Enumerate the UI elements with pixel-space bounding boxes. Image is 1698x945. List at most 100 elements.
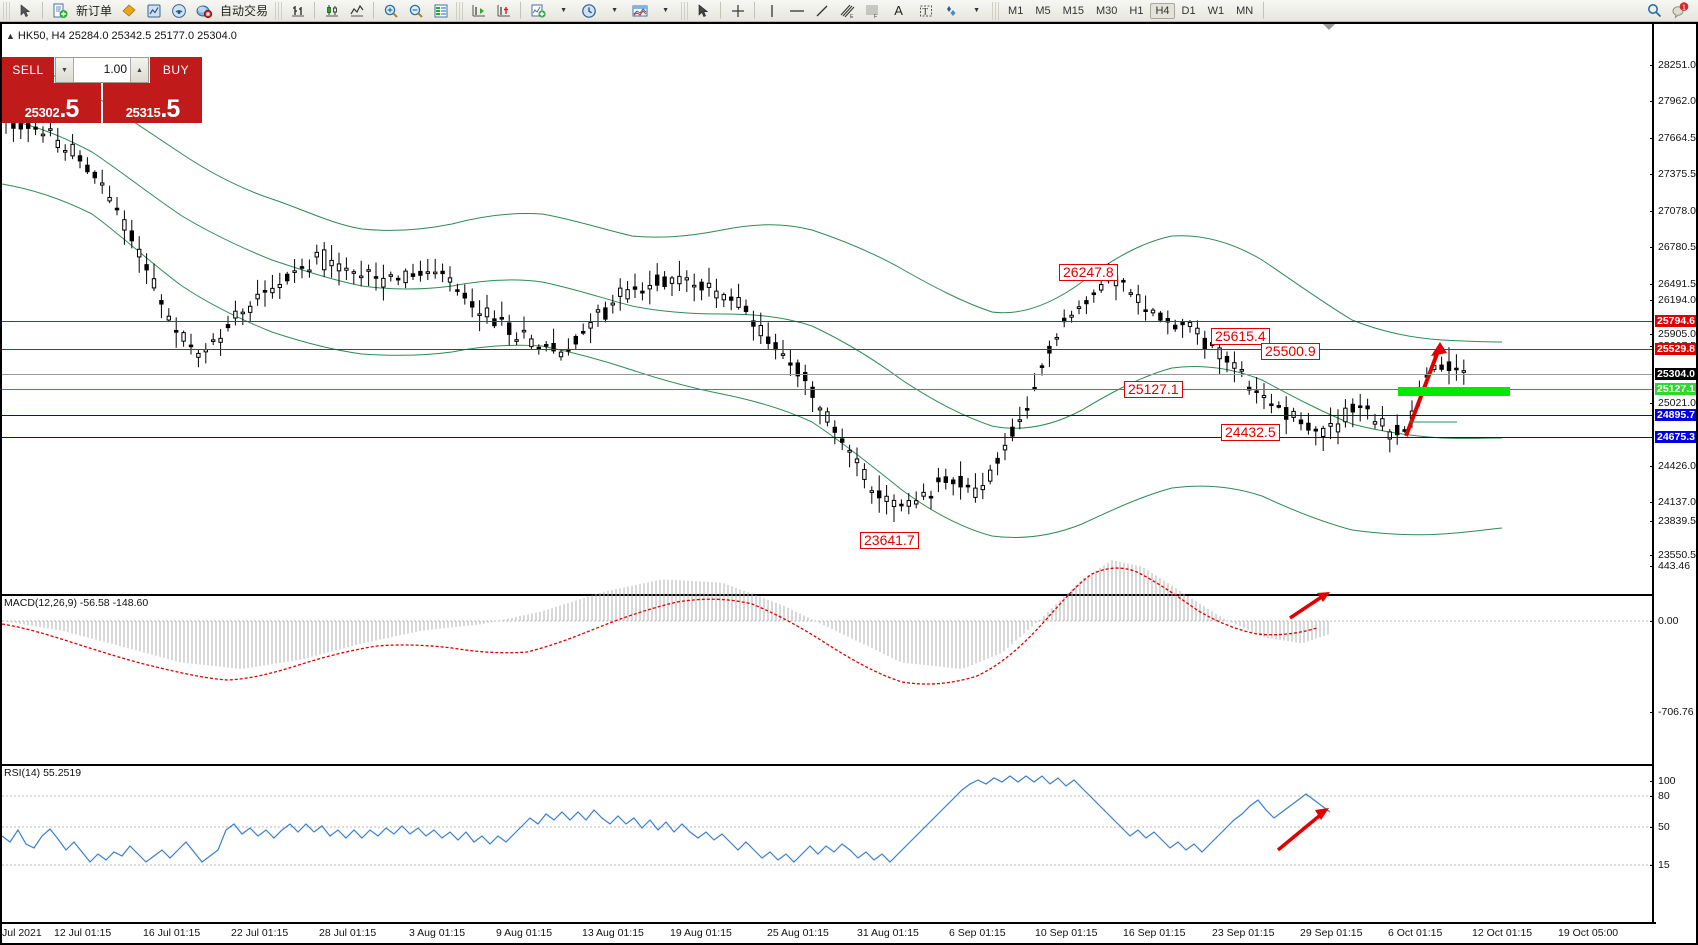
notification-icon[interactable]: 1 [1667,1,1692,21]
candle-body [122,219,127,231]
sell-button[interactable]: SELL [2,57,54,83]
price-axis[interactable]: 28251.0 27962.0 27664.5 27375.5 27078.0 26780… [1650,24,1696,922]
horizontal-level-line[interactable] [2,389,1656,390]
chart-scroll-caret-icon[interactable] [1323,24,1335,30]
tab-timeframe-m15[interactable]: M15 [1062,4,1084,17]
toolbar-grip-2[interactable] [275,1,283,20]
add-indicator-icon[interactable] [525,1,550,21]
toolbar-grip-3[interactable] [456,1,464,20]
search-icon[interactable] [1642,1,1667,21]
bar-chart-icon[interactable] [285,1,310,21]
tab-timeframe-mn[interactable]: MN [1236,4,1254,17]
price-axis-tick [1650,65,1654,66]
horizontal-level-line[interactable] [2,321,1656,322]
period-clock-icon[interactable] [576,1,601,21]
candle-body [1358,405,1363,409]
candle-body [936,477,941,483]
price-annotation-label[interactable]: 24432.5 [1221,424,1280,441]
horizontal-level-line[interactable] [2,415,1656,416]
data-window-icon[interactable] [428,1,453,21]
fibonacci-icon[interactable]: F [859,1,884,21]
new-order-label[interactable]: 新订单 [76,4,113,18]
price-level-badge[interactable]: 24895.7 [1655,409,1696,421]
one-click-trading-panel[interactable]: SELL ▼ 1.00 ▲ BUY 25302.5 25315.5 [2,57,202,123]
horizontal-level-line[interactable] [2,374,1656,375]
time-axis[interactable]: Jul 2021 12 Jul 01:15 16 Jul 01:15 22 Jul 0… [2,922,1656,943]
trendline-icon[interactable] [809,1,834,21]
text-label-icon[interactable]: T [913,1,938,21]
zoom-out-icon[interactable] [403,1,428,21]
candle-body [706,282,712,288]
candle-body [484,307,490,318]
tab-timeframe-h4[interactable]: H4 [1150,2,1175,19]
candle-body [699,281,704,291]
horizontal-line-icon[interactable] [784,1,809,21]
new-order-icon[interactable] [47,1,72,21]
diamond-icon[interactable] [116,1,141,21]
price-annotation-label[interactable]: 23641.7 [860,532,919,549]
tab-timeframe-m1[interactable]: M1 [1008,4,1024,17]
templates-icon[interactable] [627,1,652,21]
volume-decrement-icon[interactable]: ▼ [56,58,74,82]
autotrading-icon[interactable] [191,1,216,21]
auto-scroll-icon[interactable] [466,1,491,21]
volume-increment-icon[interactable]: ▲ [130,58,148,82]
candle-body [1291,410,1296,418]
buy-button[interactable]: BUY [150,57,202,83]
chart-shift-icon[interactable] [491,1,516,21]
signal-icon[interactable] [166,1,191,21]
zoom-in-icon[interactable] [378,1,403,21]
candle-body [743,305,749,312]
pointer-icon[interactable] [691,1,716,21]
candle-body [1099,284,1104,291]
text-icon[interactable]: A [894,3,903,18]
price-level-badge[interactable]: 25529.8 [1655,343,1696,355]
chart-plot-area[interactable]: 26247.8 25615.4 25500.9 25127.1 24432.5 23641… [2,24,1696,943]
templates-caret-icon[interactable]: ▼ [662,7,669,14]
price-annotation-label[interactable]: 25127.1 [1124,381,1183,398]
line-chart-icon[interactable] [344,1,369,21]
buy-price-display[interactable]: 25315.5 [103,83,202,123]
sell-price-display[interactable]: 25302.5 [2,83,101,123]
chart-window[interactable]: ▲ HK50, H4 25284.0 25342.5 25177.0 25304.… [0,22,1698,945]
toolbar-grip-4[interactable] [681,1,689,20]
candle-body [1158,312,1163,321]
toolbar-grip-5[interactable] [992,1,1000,20]
price-level-badge[interactable]: 25127.1 [1655,383,1696,395]
price-annotation-label[interactable]: 25615.4 [1211,328,1270,345]
tab-timeframe-m30[interactable]: M30 [1096,4,1118,17]
candle-body [817,407,823,411]
horizontal-level-line[interactable] [2,349,1656,350]
candle-body [581,331,586,334]
price-level-badge[interactable]: 25794.6 [1655,315,1696,327]
autotrading-label[interactable]: 自动交易 [220,4,269,18]
tab-timeframe-h1[interactable]: H1 [1129,4,1144,17]
volume-stepper[interactable]: ▼ 1.00 ▲ [55,57,149,83]
time-axis-label: 6 Sep 01:15 [949,927,1006,939]
shapes-icon[interactable] [938,1,963,21]
equidistant-channel-icon[interactable]: E [834,1,859,21]
candlestick-chart-icon[interactable] [319,1,344,21]
price-annotation-label[interactable]: 25500.9 [1261,343,1320,360]
shapes-caret-icon[interactable]: ▼ [973,7,980,14]
time-axis-label: 3 Aug 01:15 [409,927,466,939]
period-caret-icon[interactable]: ▼ [611,7,618,14]
cursor-arrow-icon[interactable] [13,1,38,21]
tab-timeframe-w1[interactable]: W1 [1207,4,1225,17]
candle-body [640,290,645,294]
candle-body [1387,431,1392,440]
tab-timeframe-d1[interactable]: D1 [1181,4,1196,17]
add-indicator-caret-icon[interactable]: ▼ [560,7,567,14]
volume-input[interactable]: 1.00 [103,62,127,76]
price-annotation-label[interactable]: 26247.8 [1059,264,1118,281]
vertical-line-icon[interactable] [759,1,784,21]
tab-timeframe-m5[interactable]: M5 [1035,4,1051,17]
price-level-badge[interactable]: 25304.0 [1655,368,1696,380]
crosshair-icon[interactable] [725,1,750,21]
horizontal-level-line[interactable] [2,437,1656,438]
terminal-icon[interactable] [141,1,166,21]
green-zone-rectangle[interactable] [1398,387,1510,396]
toolbar-grip[interactable] [3,1,10,20]
price-level-badge[interactable]: 24675.3 [1655,431,1696,443]
candle-body [1084,300,1089,305]
